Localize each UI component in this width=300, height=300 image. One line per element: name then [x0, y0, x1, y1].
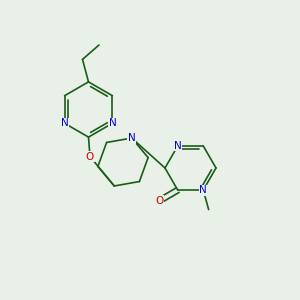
Text: N: N	[109, 118, 116, 128]
Text: N: N	[200, 185, 207, 195]
Text: N: N	[128, 133, 136, 143]
Text: O: O	[86, 152, 94, 162]
Text: N: N	[61, 118, 68, 128]
Text: O: O	[156, 196, 164, 206]
Text: N: N	[174, 141, 182, 151]
